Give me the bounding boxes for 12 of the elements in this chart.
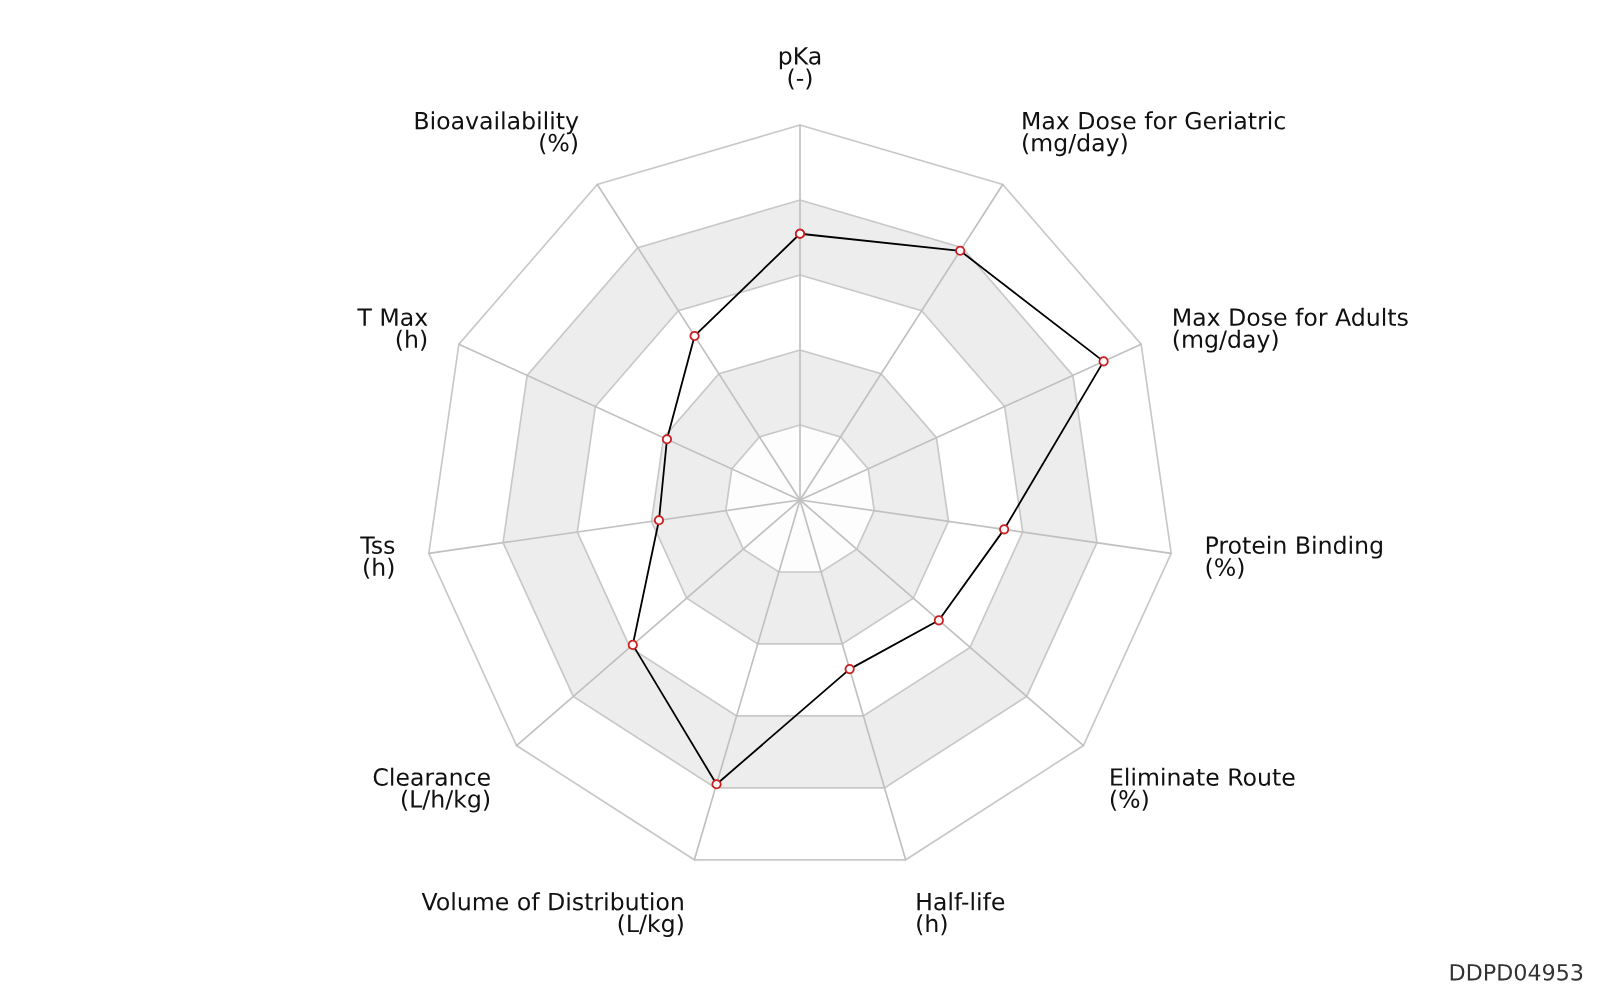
spoke-label: Half-life (h) [917,892,1005,936]
spoke-label: T Max (h) [357,308,428,351]
spoke-label: Eliminate Route (%) [1110,767,1295,811]
spoke-label: Protein Binding (%) [1206,535,1382,579]
spoke-label: Clearance (L/h/kg) [373,767,490,813]
spoke-label: Bioavailability (%) [415,111,579,155]
spoke-label: Max Dose for Adults (mg/day) [1173,307,1408,353]
spoke-label: Volume of Distribution (L/kg) [421,892,683,937]
spoke-label: Tss (h) [360,536,395,579]
spoke-label: Max Dose for Geriatric (mg/day) [1023,111,1285,157]
text: DDPD04953 [1450,963,1583,981]
spoke-label: pKa (-) [779,47,821,90]
